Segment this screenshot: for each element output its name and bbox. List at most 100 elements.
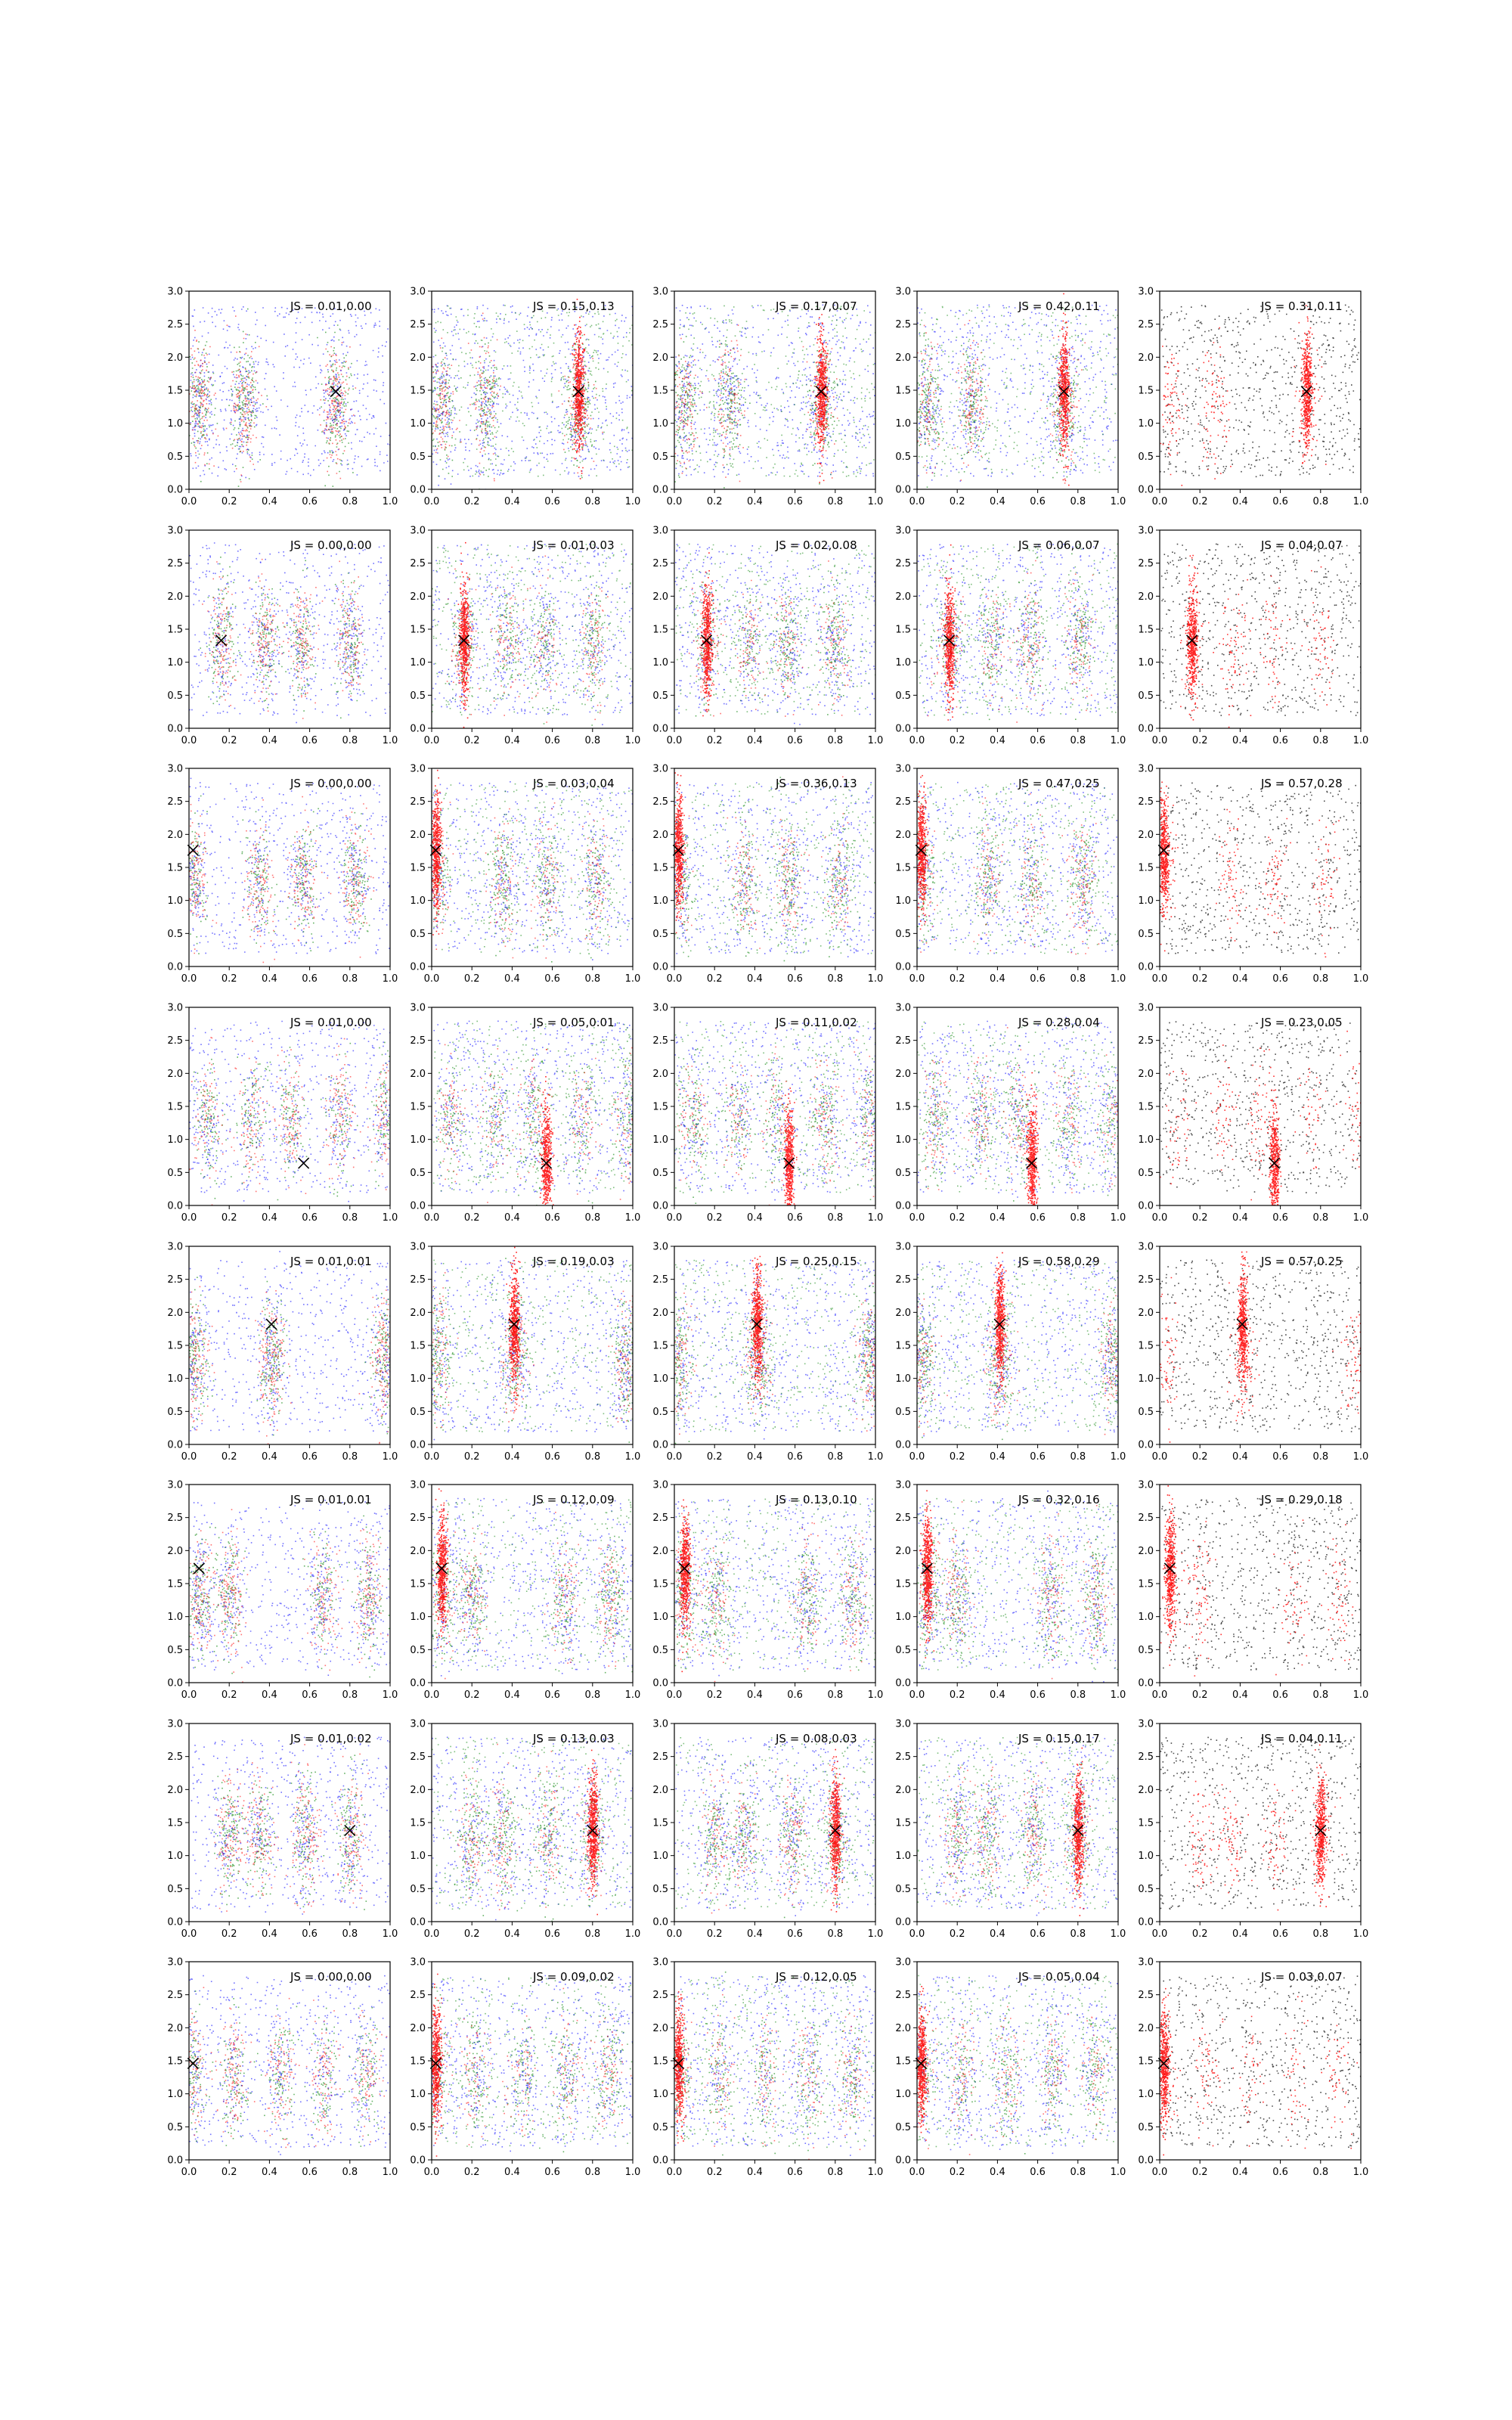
y-tick-label: 2.5 (895, 1035, 911, 1047)
x-tick-label: 0.0 (1152, 2167, 1168, 2178)
y-tick-label: 3.0 (652, 526, 668, 537)
x-tick-label: 0.8 (1070, 1689, 1086, 1701)
panel-r6-c4: 0.0 0.2 0.4 0.6 0.8 1.0 0.0 0.5 1.0 1.5 2.0 2.5 3.0 J… (1138, 1719, 1368, 1941)
y-tick-label: 2.5 (652, 1035, 668, 1047)
axes-frame (431, 290, 634, 490)
y-tick-label: 3.0 (1138, 1003, 1154, 1014)
y-tick-label: 1.0 (1138, 1851, 1154, 1862)
y-tick-label: 0.5 (895, 1884, 911, 1895)
point-series (202, 558, 366, 719)
scatter-points (432, 1020, 633, 1205)
js-annotation: JS = 0.01,0.01 (290, 1255, 372, 1268)
x-tick-label: 0.6 (302, 973, 318, 985)
y-tick-label: 1.5 (1138, 625, 1154, 636)
x-marker (508, 1318, 520, 1330)
point-series (918, 1034, 1118, 1202)
y-tick-label: 2.0 (1138, 1546, 1154, 1557)
y-tick-label: 1.0 (1138, 418, 1154, 430)
x-tick-label: 0.2 (222, 2167, 237, 2178)
y-tick-label: 3.0 (1138, 1242, 1154, 1253)
x-tick-label: 0.6 (1272, 2167, 1288, 2178)
axes-frame (916, 290, 1119, 490)
x-tick-label: 0.0 (181, 496, 197, 507)
x-tick-label: 0.6 (302, 496, 318, 507)
x-tick-label: 0.6 (544, 1451, 560, 1463)
scatter-points (432, 299, 633, 489)
y-tick-label: 1.0 (410, 2089, 426, 2100)
scatter-points (917, 1736, 1118, 1916)
y-tick-label: 0.0 (652, 1917, 668, 1928)
panel-r2-c1: 0.0 0.2 0.4 0.6 0.8 1.0 0.0 0.5 1.0 1.5 2.0 2.5 3.0 J… (410, 764, 640, 985)
panel-r2-c4: 0.0 0.2 0.4 0.6 0.8 1.0 0.0 0.5 1.0 1.5 2.0 2.5 3.0 J… (1138, 764, 1368, 985)
x-tick-label: 0.6 (1272, 1212, 1288, 1224)
x-marker (429, 2057, 442, 2070)
point-series (917, 1020, 1118, 1194)
y-tick-label: 3.0 (167, 1719, 183, 1730)
x-tick-label: 0.4 (990, 973, 1005, 985)
y-tick-label: 0.5 (895, 929, 911, 940)
point-series (917, 791, 1100, 954)
y-tick-label: 1.5 (1138, 863, 1154, 874)
y-tick-label: 0.5 (167, 1884, 183, 1895)
x-tick-label: 0.2 (464, 1451, 480, 1463)
scatter-points (432, 769, 633, 963)
x-tick-label: 0.6 (1272, 1451, 1288, 1463)
point-series (432, 1258, 633, 1443)
x-tick-label: 1.0 (868, 1451, 884, 1463)
y-tick-label: 3.0 (895, 1480, 911, 1491)
y-tick-label: 3.0 (167, 1003, 183, 1014)
js-annotation: JS = 0.00,0.00 (290, 538, 372, 552)
y-tick-label: 1.5 (167, 1102, 183, 1113)
x-tick-label: 0.2 (950, 1928, 965, 1940)
x-tick-label: 1.0 (868, 1689, 884, 1701)
y-tick-label: 1.5 (1138, 1102, 1154, 1113)
js-annotation: JS = 0.36,0.13 (775, 777, 857, 790)
x-tick-label: 0.6 (544, 973, 560, 985)
x-marker (187, 2057, 199, 2070)
scatter-points (432, 1246, 633, 1443)
js-annotation: JS = 0.00,0.00 (290, 1970, 372, 1984)
point-series (1185, 554, 1200, 721)
scatter-points (432, 1973, 633, 2157)
x-tick-label: 1.0 (1353, 1212, 1369, 1224)
x-tick-label: 0.4 (1232, 735, 1248, 746)
point-series (700, 1770, 848, 1916)
y-tick-label: 2.5 (895, 1990, 911, 2001)
scatter-points (917, 1490, 1118, 1683)
x-tick-label: 0.8 (1312, 1212, 1328, 1224)
scatter-points (674, 1972, 875, 2160)
scatter-points (674, 1021, 875, 1205)
x-tick-label: 0.2 (950, 2167, 965, 2178)
x-tick-label: 0.2 (950, 735, 965, 746)
scatter-points (917, 293, 1118, 488)
x-tick-label: 1.0 (1353, 1928, 1369, 1940)
x-marker (435, 1562, 448, 1575)
x-tick-label: 0.4 (1232, 1928, 1248, 1940)
js-annotation: JS = 0.08,0.03 (775, 1732, 857, 1745)
x-tick-label: 0.6 (302, 1451, 318, 1463)
y-tick-label: 1.0 (895, 1373, 911, 1385)
scatter-points (432, 541, 633, 728)
point-series (674, 1991, 687, 2144)
x-tick-label: 0.6 (1272, 1928, 1288, 1940)
y-tick-label: 2.0 (1138, 1069, 1154, 1080)
y-tick-label: 1.5 (1138, 386, 1154, 397)
scatter-points (1160, 1021, 1361, 1205)
x-tick-label: 0.8 (827, 1928, 843, 1940)
y-tick-label: 3.0 (410, 1003, 426, 1014)
point-series (1160, 781, 1174, 952)
x-tick-label: 0.4 (990, 735, 1005, 746)
point-series (432, 769, 445, 935)
point-series (917, 307, 1081, 488)
y-tick-label: 0.5 (410, 1407, 426, 1418)
point-series (189, 1277, 390, 1436)
x-tick-label: 0.2 (707, 1212, 723, 1224)
y-tick-label: 1.5 (167, 863, 183, 874)
point-series (189, 543, 390, 716)
js-annotation: JS = 0.09,0.02 (532, 1970, 615, 1984)
point-series (189, 1259, 390, 1432)
x-marker (215, 634, 228, 647)
y-tick-label: 1.5 (410, 2056, 426, 2068)
x-tick-label: 0.2 (707, 973, 723, 985)
x-tick-label: 0.0 (1152, 1689, 1168, 1701)
